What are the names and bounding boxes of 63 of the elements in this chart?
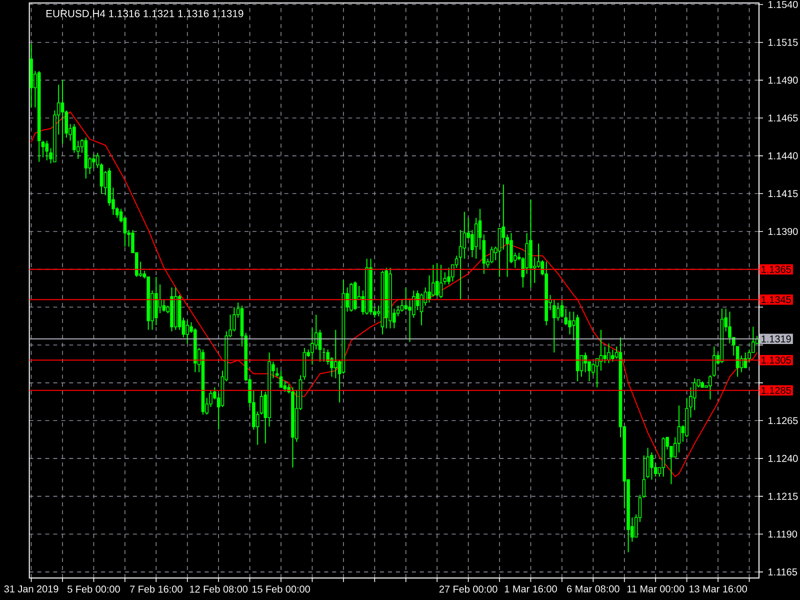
y-tick-label: 1.1215 [768, 492, 798, 500]
y-tick-label: 1.1515 [768, 38, 798, 46]
x-tick-label: 31 Jan 2019 [4, 585, 58, 592]
ref-line-label: 1.1319 [762, 335, 791, 342]
candlestick [502, 184, 506, 250]
candlestick [462, 211, 466, 260]
candlestick [458, 229, 462, 300]
x-tick-label: 12 Feb 08:00 [190, 585, 248, 593]
candlestick [60, 80, 64, 144]
candlestick [692, 378, 696, 411]
candlestick [260, 390, 264, 416]
y-tick-label: 1.1265 [768, 417, 798, 424]
candlestick [447, 267, 450, 285]
candlestick [439, 264, 443, 299]
x-tick-label: 27 Feb 00:00 [439, 585, 498, 593]
candlestick [564, 308, 568, 326]
candlestick [498, 228, 502, 278]
y-tick-label: 1.1240 [768, 454, 798, 462]
x-tick-label: 13 Mar 16:00 [689, 585, 747, 592]
candlestick [435, 262, 439, 298]
ref-line-label: 1.1285 [762, 386, 791, 394]
x-tick-label: 6 Mar 08:00 [567, 585, 620, 592]
y-tick-label: 1.1190 [768, 530, 798, 538]
candlestick [607, 342, 610, 364]
y-tick-label: 1.1440 [768, 152, 798, 160]
candlestick [744, 352, 747, 368]
candlestick [314, 314, 318, 350]
line-series [30, 111, 758, 478]
candlestick [478, 208, 482, 250]
ref-line-label: 1.1305 [762, 356, 791, 364]
candlestick [728, 311, 732, 344]
candlestick [92, 154, 96, 168]
x-tick-label: 11 Mar 00:00 [627, 585, 684, 592]
y-tick-label: 1.1165 [768, 568, 798, 576]
candlestick [584, 352, 588, 373]
x-tick-label: 7 Feb 16:00 [130, 585, 182, 593]
candlestick [552, 299, 556, 354]
candlestick [186, 320, 190, 344]
candlestick [560, 299, 564, 318]
candlestick [611, 349, 614, 362]
ref-line-label: 1.1365 [762, 266, 791, 273]
candlestick [275, 367, 279, 378]
text: EURUSD,H4 1.1316 1.1321 1.1316 1.1319 [46, 10, 244, 18]
y-tick-label: 1.1465 [768, 114, 798, 122]
y-tick-label: 1.1415 [768, 190, 798, 198]
candlestick [642, 454, 646, 498]
candlestick [334, 329, 338, 379]
candlestick [650, 452, 654, 480]
candlestick [400, 299, 404, 312]
y-tick-label: 1.1490 [768, 76, 798, 84]
candlestick [482, 234, 486, 274]
candlestick [490, 246, 494, 264]
candlestick [283, 380, 287, 392]
candlestick [162, 299, 166, 312]
candlestick [45, 140, 49, 161]
x-tick-label: 15 Feb 00:00 [252, 585, 310, 593]
x-tick-label: 1 Mar 16:00 [504, 585, 557, 592]
y-tick-label: 1.1390 [768, 228, 798, 236]
ref-line-label: 1.1345 [762, 296, 791, 304]
y-tick-label: 1.1540 [768, 0, 798, 8]
candlestick [404, 286, 408, 311]
candlestick [603, 346, 607, 364]
x-tick-label: 5 Feb 00:00 [68, 585, 120, 593]
